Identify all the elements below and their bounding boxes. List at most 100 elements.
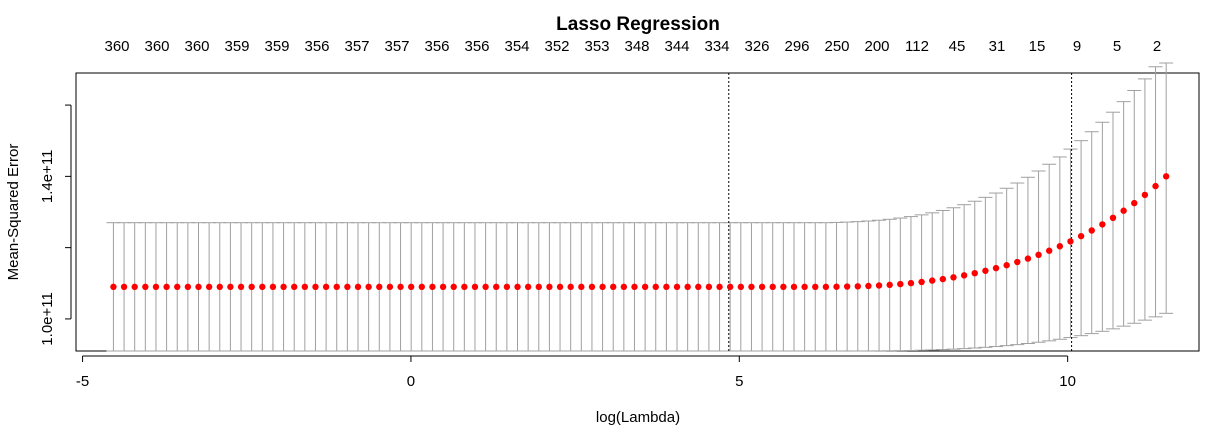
top-axis-label: 356 bbox=[304, 38, 329, 55]
top-axis-label: 9 bbox=[1073, 38, 1081, 55]
top-axis-label: 359 bbox=[224, 38, 249, 55]
mse-point bbox=[790, 283, 798, 291]
mse-point bbox=[407, 283, 415, 291]
top-axis-label: 45 bbox=[949, 38, 966, 55]
mse-point bbox=[567, 283, 574, 291]
top-axis-label: 334 bbox=[704, 38, 729, 55]
mse-point bbox=[833, 283, 840, 290]
mse-point bbox=[195, 283, 202, 291]
mse-point bbox=[280, 283, 287, 291]
mse-point bbox=[248, 283, 255, 291]
x-tick-label: 0 bbox=[407, 373, 415, 390]
mse-point bbox=[131, 283, 138, 291]
mse-point bbox=[291, 283, 298, 291]
top-axis-label: 5 bbox=[1113, 38, 1121, 55]
top-axis-label: 356 bbox=[424, 38, 449, 55]
mse-point bbox=[1109, 214, 1117, 222]
mse-point bbox=[1056, 243, 1064, 250]
mse-point bbox=[631, 283, 638, 291]
top-axis-label: 2 bbox=[1153, 38, 1161, 55]
mse-point bbox=[450, 283, 457, 291]
mse-point bbox=[312, 283, 319, 291]
top-axis-label: 31 bbox=[989, 38, 1006, 55]
mse-point bbox=[599, 283, 606, 291]
y-tick-label: 1.4e+11 bbox=[39, 150, 56, 204]
mse-point bbox=[354, 283, 362, 291]
mse-point bbox=[737, 283, 745, 291]
mse-point bbox=[1014, 258, 1021, 266]
mse-point bbox=[205, 283, 213, 291]
x-axis: -5 0 5 10 bbox=[76, 355, 1076, 390]
mse-point bbox=[439, 283, 447, 291]
mse-point bbox=[641, 283, 649, 291]
mse-point bbox=[992, 264, 1000, 272]
mse-point bbox=[726, 283, 734, 291]
mse-point bbox=[556, 283, 564, 291]
x-axis-label: log(Lambda) bbox=[596, 409, 680, 426]
mse-point bbox=[971, 269, 978, 277]
mse-point bbox=[120, 283, 128, 291]
mse-point bbox=[152, 283, 160, 291]
top-axis-label: 360 bbox=[144, 38, 169, 55]
mse-point bbox=[897, 280, 904, 288]
mse-point bbox=[673, 283, 681, 291]
mse-point bbox=[588, 283, 596, 291]
mse-point bbox=[620, 283, 628, 291]
mse-point bbox=[1045, 247, 1053, 254]
y-tick-label: 1.0e+11 bbox=[39, 292, 56, 346]
top-axis-label: 200 bbox=[864, 38, 889, 55]
mse-point bbox=[907, 279, 915, 287]
top-axis-label: 353 bbox=[584, 38, 609, 55]
mse-point bbox=[822, 283, 830, 291]
top-axis-label: 359 bbox=[264, 38, 289, 55]
top-axis-label: 348 bbox=[624, 38, 649, 55]
mse-point bbox=[652, 283, 659, 291]
mse-point bbox=[535, 283, 542, 291]
top-axis-label: 357 bbox=[344, 38, 369, 55]
mse-point bbox=[524, 283, 532, 291]
mse-point bbox=[1162, 173, 1170, 180]
top-axis-label: 296 bbox=[784, 38, 809, 55]
mse-point bbox=[780, 283, 787, 291]
mse-point bbox=[801, 283, 808, 291]
mse-point bbox=[1120, 207, 1127, 214]
top-axis-label: 112 bbox=[905, 38, 929, 55]
mse-point bbox=[1141, 191, 1149, 199]
mse-point bbox=[365, 283, 372, 291]
top-axis-label: 354 bbox=[504, 38, 529, 55]
mse-point bbox=[376, 283, 383, 291]
mse-point bbox=[333, 283, 340, 291]
top-axis-label: 352 bbox=[544, 38, 569, 55]
mse-point bbox=[1152, 182, 1159, 190]
mse-point bbox=[418, 283, 426, 291]
mse-point bbox=[514, 283, 521, 291]
mse-point bbox=[748, 283, 755, 291]
mse-point bbox=[960, 272, 968, 279]
mse-point bbox=[769, 283, 776, 291]
mse-point bbox=[950, 274, 957, 281]
mse-point bbox=[546, 283, 553, 291]
mse-point bbox=[386, 283, 394, 291]
mse-point bbox=[482, 283, 489, 291]
mse-point bbox=[1099, 221, 1106, 228]
top-axis-label: 250 bbox=[824, 38, 849, 55]
mse-point bbox=[429, 283, 436, 291]
mse-point bbox=[929, 277, 936, 284]
plot-frame bbox=[75, 72, 1200, 352]
mse-point bbox=[695, 283, 702, 291]
mse-point bbox=[716, 283, 723, 291]
top-axis-label: 344 bbox=[664, 38, 689, 55]
mse-point bbox=[1003, 262, 1010, 269]
error-bars bbox=[106, 62, 1174, 352]
mse-point bbox=[493, 283, 500, 291]
mse-point bbox=[758, 283, 766, 291]
mse-point bbox=[854, 283, 861, 290]
mse-point bbox=[812, 283, 819, 291]
mse-point bbox=[397, 283, 404, 291]
mse-point bbox=[886, 281, 893, 289]
mse-point bbox=[663, 283, 670, 291]
top-axis-label: 326 bbox=[744, 38, 769, 55]
mse-point bbox=[322, 283, 330, 291]
mse-point bbox=[875, 282, 883, 289]
top-axis-label: 360 bbox=[184, 38, 209, 55]
